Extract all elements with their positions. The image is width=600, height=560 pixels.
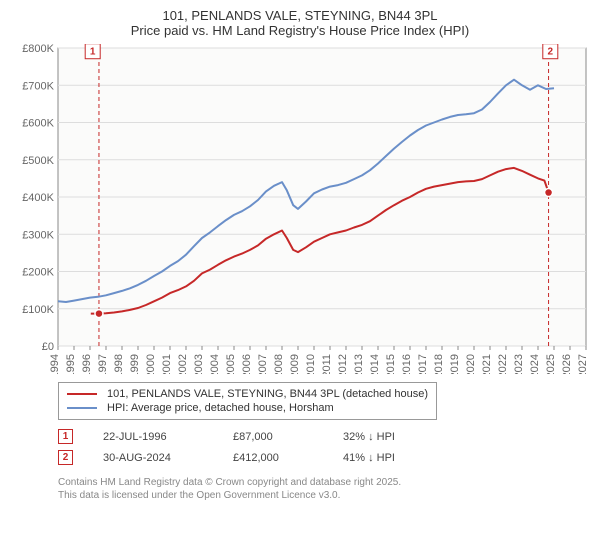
plot-area: £0£100K£200K£300K£400K£500K£600K£700K£80… [10,44,590,374]
callout-badge: 1 [58,429,73,444]
footer-line: Contains HM Land Registry data © Crown c… [58,476,590,489]
callout-row: 2 30-AUG-2024 £412,000 41% ↓ HPI [58,447,590,468]
chart-container: 101, PENLANDS VALE, STEYNING, BN44 3PL P… [0,0,600,560]
chart-title-line1: 101, PENLANDS VALE, STEYNING, BN44 3PL [10,8,590,23]
footer: Contains HM Land Registry data © Crown c… [58,476,590,502]
legend-label: HPI: Average price, detached house, Hors… [107,402,334,414]
chart-markers: 12 [10,44,590,374]
callout-table: 1 22-JUL-1996 £87,000 32% ↓ HPI 2 30-AUG… [58,426,590,468]
callout-delta: 41% ↓ HPI [343,452,395,464]
footer-line: This data is licensed under the Open Gov… [58,489,590,502]
legend-item: 101, PENLANDS VALE, STEYNING, BN44 3PL (… [67,387,428,401]
callout-date: 22-JUL-1996 [103,431,213,443]
svg-text:1: 1 [90,47,96,58]
legend-swatch [67,407,97,409]
callout-delta: 32% ↓ HPI [343,431,395,443]
legend-label: 101, PENLANDS VALE, STEYNING, BN44 3PL (… [107,388,428,400]
chart-title-line2: Price paid vs. HM Land Registry's House … [10,23,590,38]
callout-price: £87,000 [233,431,323,443]
svg-text:2: 2 [548,47,554,58]
callout-date: 30-AUG-2024 [103,452,213,464]
callout-badge: 2 [58,450,73,465]
callout-price: £412,000 [233,452,323,464]
legend-swatch [67,393,97,395]
legend-item: HPI: Average price, detached house, Hors… [67,401,428,415]
legend: 101, PENLANDS VALE, STEYNING, BN44 3PL (… [58,382,437,420]
callout-row: 1 22-JUL-1996 £87,000 32% ↓ HPI [58,426,590,447]
